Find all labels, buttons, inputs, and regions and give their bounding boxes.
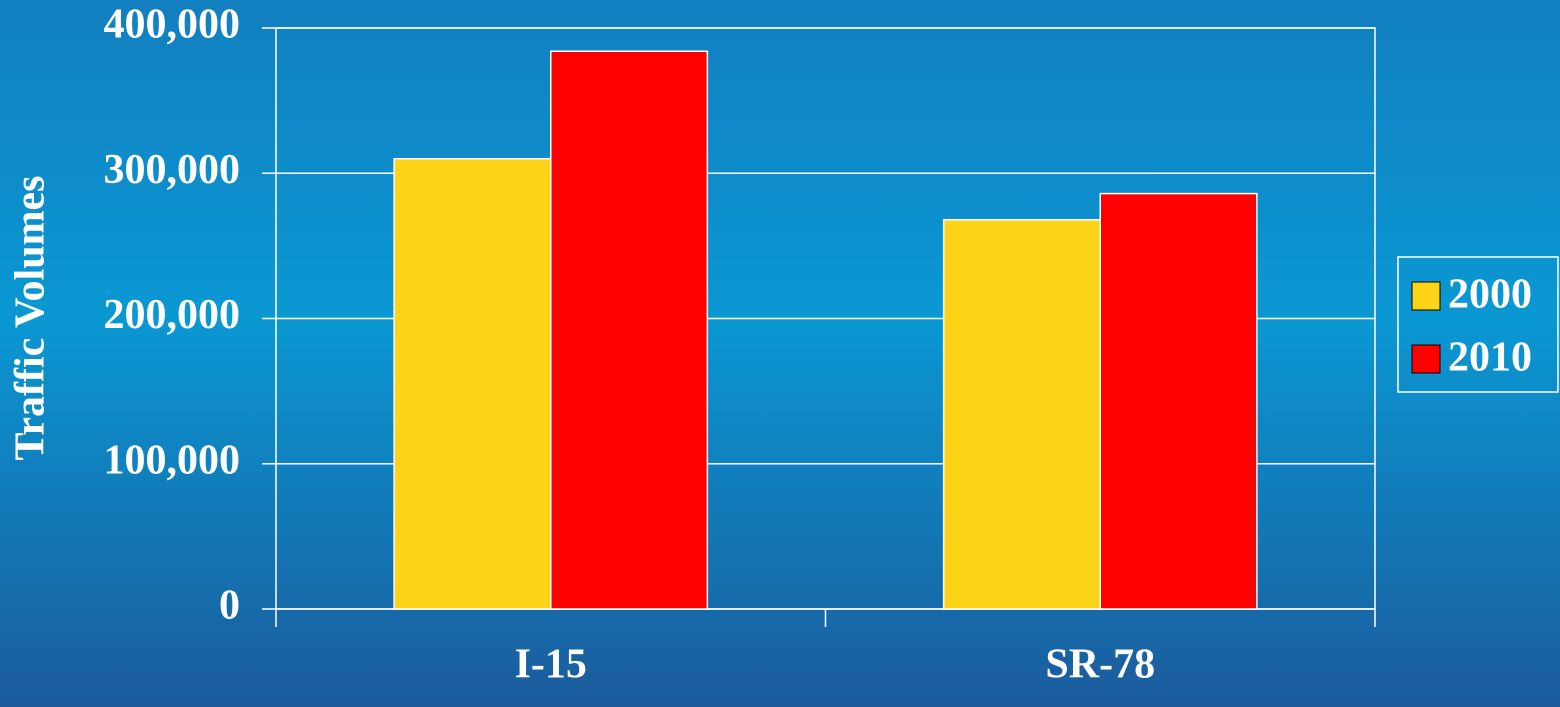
legend-swatch [1411,281,1441,311]
y-tick-label: 200,000 [104,292,241,338]
x-tick-label: I-15 [515,642,587,688]
x-tick-label: SR-78 [1045,642,1155,688]
legend-box [1397,256,1559,393]
y-tick-label: 0 [219,583,240,629]
y-tick-label: 400,000 [104,2,241,48]
legend-label: 2010 [1448,335,1532,381]
bar [1099,192,1258,610]
y-tick-label: 300,000 [104,147,241,193]
bar [550,50,709,610]
y-tick-label: 100,000 [104,437,241,483]
legend-swatch [1411,344,1441,374]
bar [393,157,552,610]
legend-label: 2000 [1448,272,1532,318]
bar [942,218,1102,610]
y-axis-label: Traffic Volumes [8,175,54,460]
